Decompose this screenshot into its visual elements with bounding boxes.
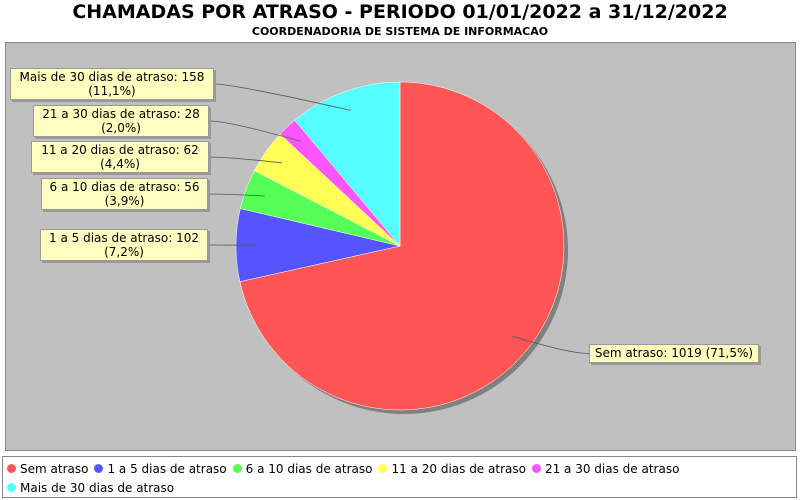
pie-slice: [294, 81, 401, 247]
legend-label: Sem atraso: [20, 461, 89, 476]
legend-marker: [378, 464, 388, 473]
chart-subtitle: COORDENADORIA DE SISTEMA DE INFORMACAO: [251, 25, 549, 38]
legend-marker: [531, 464, 541, 473]
legend-marker: [232, 464, 242, 473]
leader-line: [512, 335, 590, 354]
legend-marker: [7, 483, 16, 492]
legend-label: 21 a 30 dias de atraso: [544, 461, 680, 476]
leader-line: [208, 156, 283, 164]
legend-item: 6 a 10 dias de atraso: [232, 459, 373, 478]
data-label: 1 a 5 dias de atraso: 102 (7,2%): [40, 229, 208, 261]
legend: Sem atraso 1 a 5 dias de atraso 6 a 10 dia…: [2, 456, 797, 498]
legend-label: 1 a 5 dias de atraso: [107, 461, 227, 476]
legend-label: 6 a 10 dias de atraso: [245, 461, 373, 476]
pie-slice: [239, 81, 565, 411]
legend-marker: [7, 464, 16, 473]
legend-label: Mais de 30 dias de atraso: [20, 480, 175, 495]
legend-label: 11 a 20 dias de atraso: [391, 461, 526, 476]
data-label: Sem atraso: 1019 (71,5%): [589, 344, 759, 363]
data-label: 6 a 10 dias de atraso: 56 (3,9%): [41, 178, 208, 210]
leader-line: [208, 120, 301, 142]
data-label: 11 a 20 dias de atraso: 62 (4,4%): [31, 141, 209, 173]
legend-item: Mais de 30 dias de atraso: [7, 478, 174, 497]
leader-line: [213, 83, 351, 111]
chart-title: CHAMADAS POR ATRASO - PERIODO 01/01/2022…: [72, 1, 728, 23]
data-label: 21 a 30 dias de atraso: 28 (2,0%): [33, 105, 209, 137]
legend-item: Sem atraso: [7, 459, 88, 478]
legend-item: 1 a 5 dias de atraso: [94, 459, 227, 478]
legend-marker: [94, 464, 104, 473]
leader-line: [207, 193, 265, 197]
legend-item: 11 a 20 dias de atraso: [378, 459, 526, 478]
data-label: Mais de 30 dias de atraso: 158 (11,1%): [10, 68, 214, 100]
legend-item: 21 a 30 dias de atraso: [531, 459, 680, 478]
